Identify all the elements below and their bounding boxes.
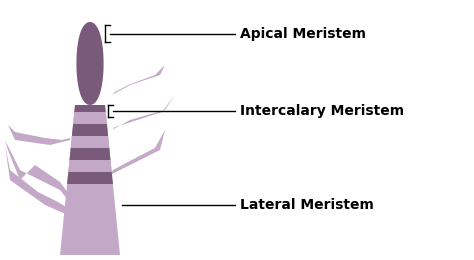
Polygon shape [110,130,165,175]
Text: Lateral Meristem: Lateral Meristem [240,198,374,212]
Polygon shape [68,160,112,172]
Polygon shape [112,95,175,130]
Polygon shape [73,112,107,124]
Polygon shape [76,22,104,105]
Polygon shape [67,172,113,184]
Polygon shape [8,125,70,145]
Polygon shape [74,105,106,112]
Polygon shape [5,140,72,205]
Polygon shape [70,148,110,160]
Text: Apical Meristem: Apical Meristem [240,27,366,41]
Polygon shape [60,105,120,255]
Polygon shape [72,124,108,136]
Polygon shape [71,136,109,148]
Text: Intercalary Meristem: Intercalary Meristem [240,104,404,118]
Polygon shape [112,65,165,95]
Polygon shape [5,145,68,215]
